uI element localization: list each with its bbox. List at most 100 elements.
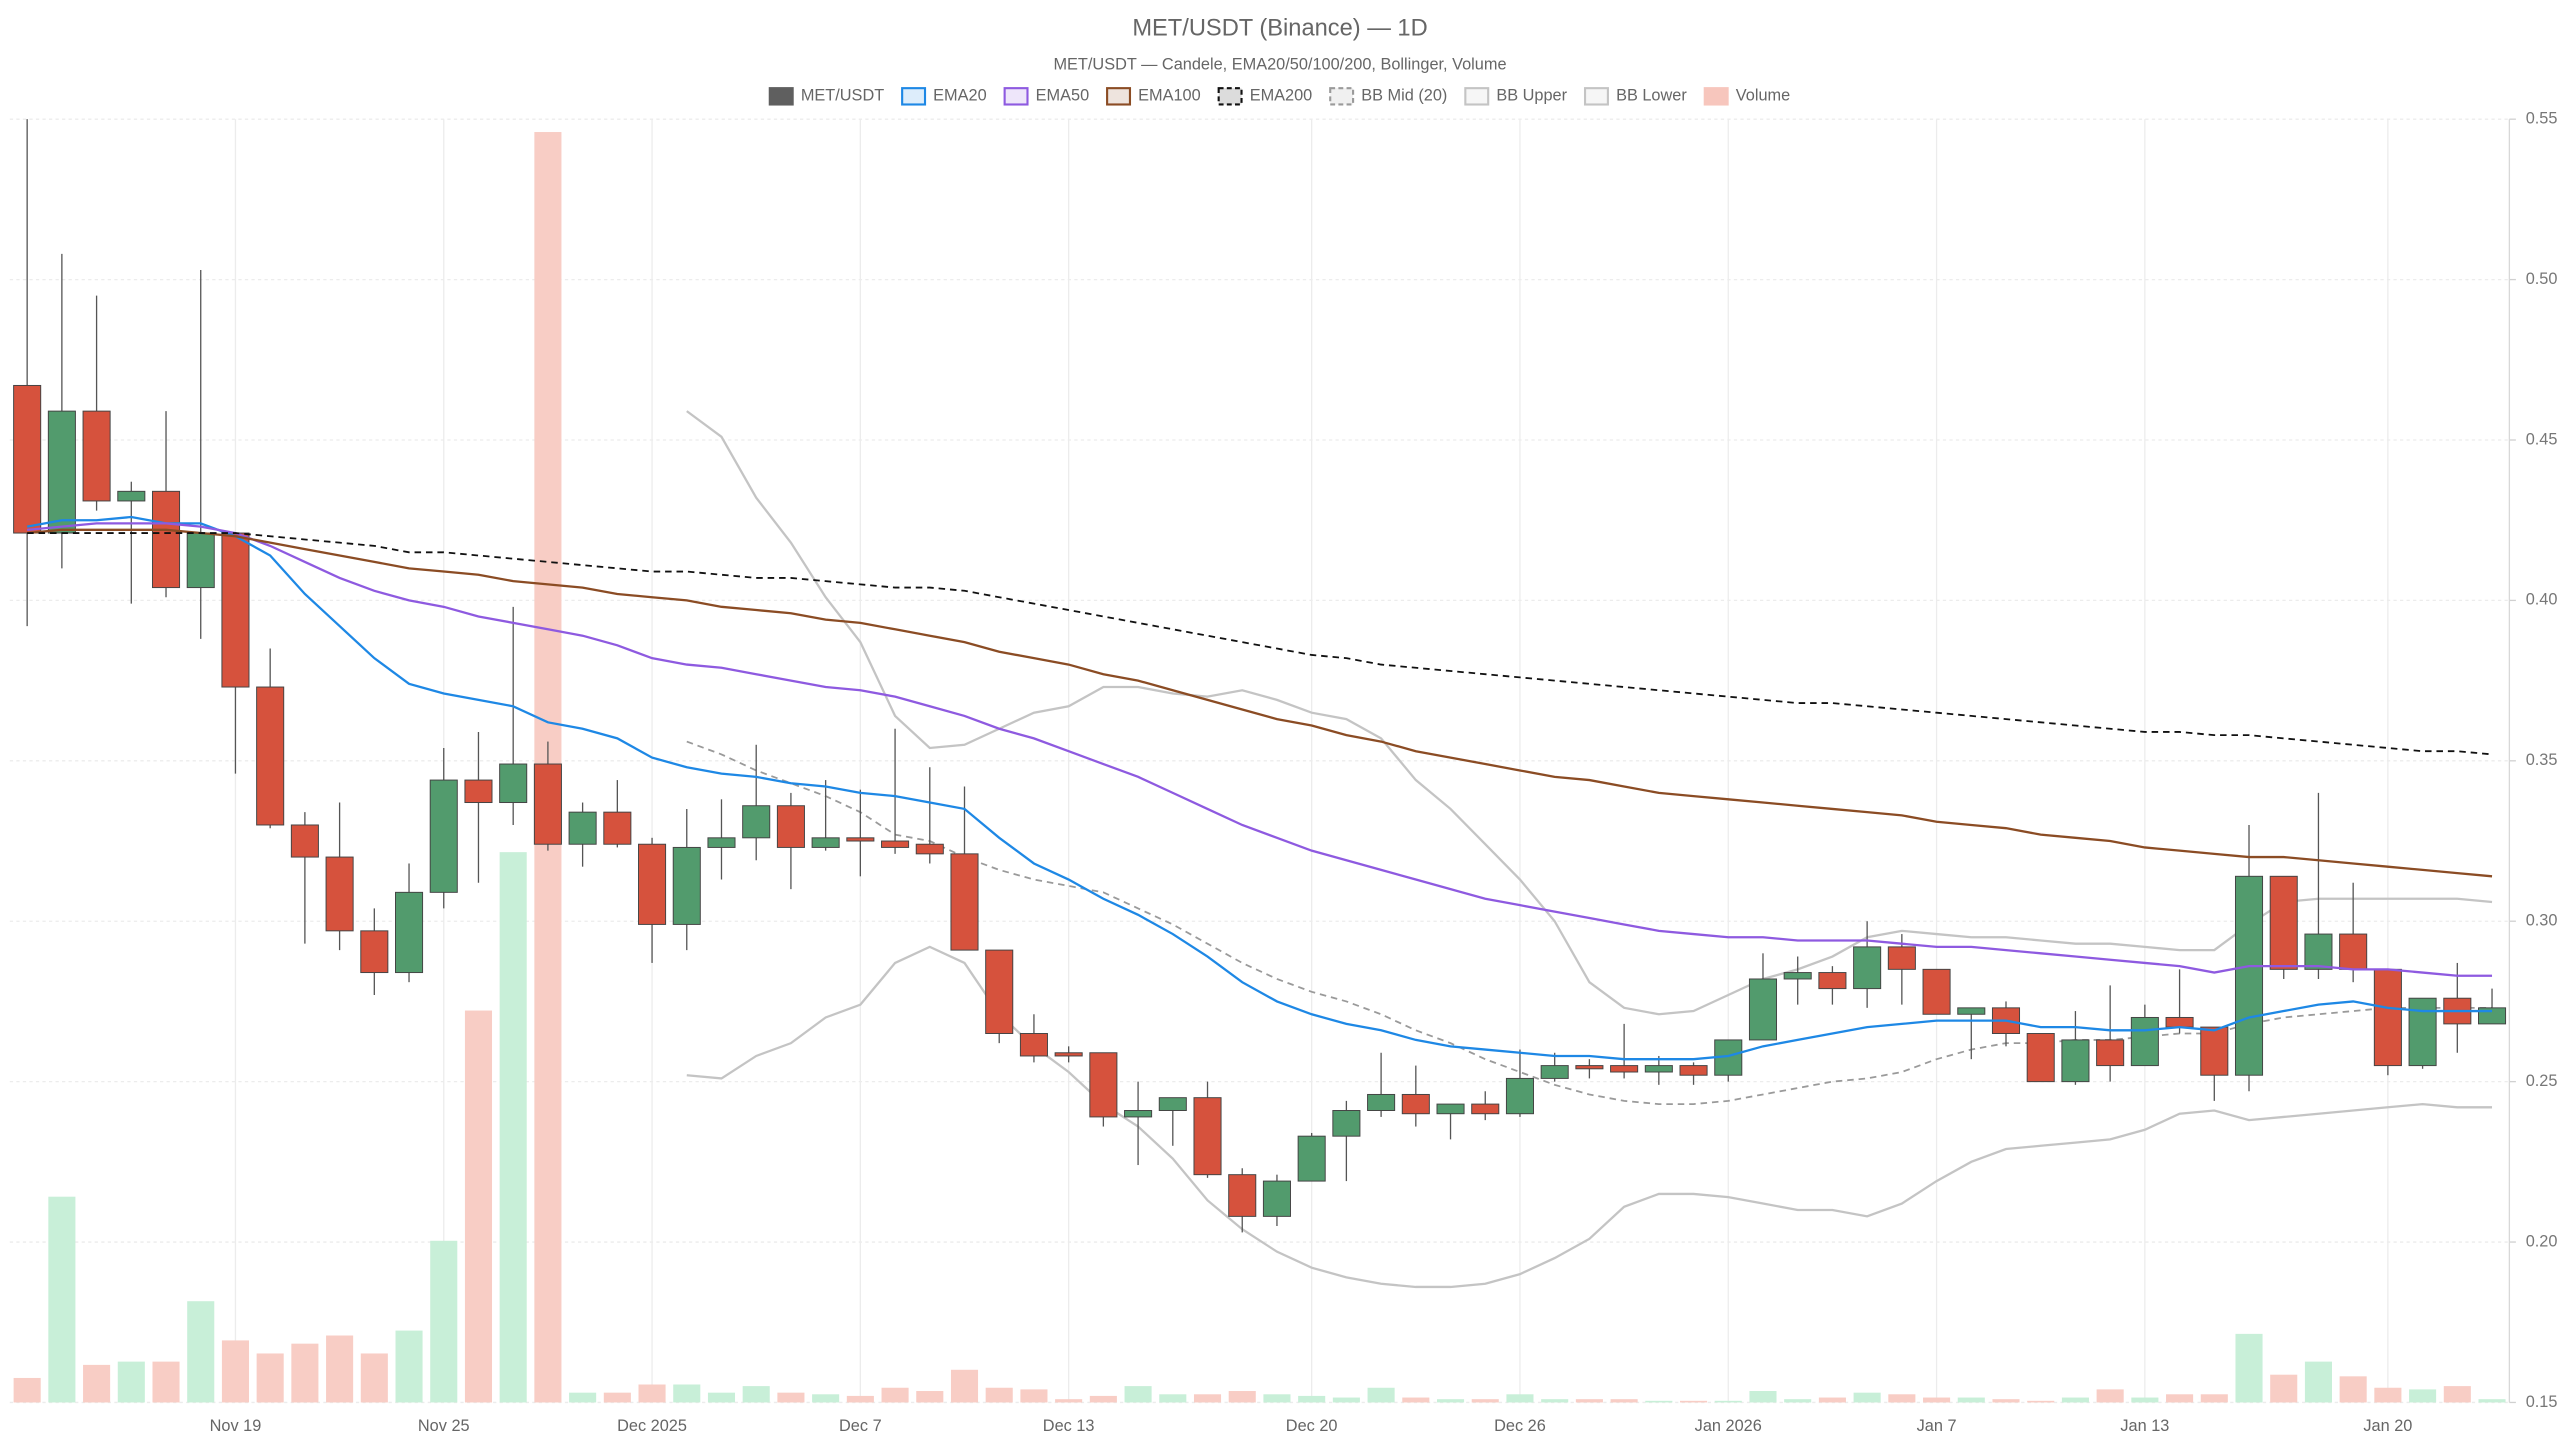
candle-body: [464, 779, 493, 804]
candle-body: [1610, 1065, 1639, 1073]
legend-label: Volume: [1736, 87, 1790, 105]
y-tick-label: 0.40: [2526, 591, 2558, 609]
volume-bar: [2235, 1333, 2263, 1403]
volume-bar: [1784, 1399, 1812, 1403]
line-ema20: [26, 515, 2493, 1061]
x-tick-label: Dec 13: [1043, 1417, 1095, 1435]
candle-body: [568, 811, 597, 845]
volume-bar: [1263, 1394, 1291, 1403]
candle-body: [1401, 1093, 1430, 1115]
legend-swatch: [1464, 87, 1490, 106]
candle-body: [915, 843, 944, 855]
legend-item[interactable]: BB Lower: [1583, 87, 1687, 106]
volume-bar: [13, 1377, 41, 1403]
volume-bar: [1332, 1397, 1360, 1403]
axes: 0.15 0.20 0.25 0.30 0.35 0.40 0.45 0.50 0.55 Nov …: [210, 109, 2558, 1435]
volume-bar: [1541, 1399, 1569, 1403]
candle-body: [1297, 1135, 1326, 1182]
volume-bar: [707, 1392, 736, 1403]
x-tick-label: Dec 7: [839, 1417, 882, 1435]
candle-body: [1262, 1180, 1291, 1217]
volume-bar: [985, 1387, 1013, 1403]
volume-bar: [83, 1364, 111, 1403]
candle-body: [1332, 1110, 1361, 1137]
legend-item[interactable]: EMA50: [1003, 87, 1090, 106]
legend-item[interactable]: MET/USDT: [768, 87, 884, 106]
legend-swatch: [1329, 87, 1355, 106]
legend-label: EMA20: [933, 87, 987, 105]
candle-body: [2130, 1016, 2159, 1067]
x-tick-label: Jan 2026: [1695, 1417, 1762, 1435]
candle-body: [811, 837, 840, 848]
y-tick-label: 0.30: [2526, 912, 2558, 930]
candle-body: [603, 811, 632, 845]
y-tick-label: 0.55: [2526, 109, 2558, 127]
volume-bar: [1853, 1392, 1881, 1403]
legend-item[interactable]: EMA20: [901, 87, 987, 106]
volume-bar: [326, 1335, 354, 1403]
candle-body: [47, 410, 76, 534]
volume-bar: [1749, 1391, 1777, 1403]
volume-bar: [638, 1384, 666, 1403]
candle-body: [1575, 1065, 1604, 1070]
volume-layer: [13, 132, 2506, 1403]
legend-label: EMA50: [1036, 87, 1090, 105]
volume-bar: [1888, 1394, 1916, 1403]
candle-body: [1957, 1007, 1986, 1015]
x-tick-label: Nov 19: [210, 1417, 262, 1435]
y-tick-label: 0.25: [2526, 1072, 2558, 1090]
legend-swatch: [901, 87, 927, 106]
volume-bar: [569, 1392, 597, 1403]
line-ema200: [27, 532, 2493, 756]
legend-item[interactable]: Volume: [1703, 87, 1790, 106]
legend-item[interactable]: EMA200: [1217, 87, 1313, 106]
candle-body: [2269, 875, 2298, 970]
volume-bar: [2166, 1394, 2194, 1403]
candle-body: [151, 490, 181, 589]
legend-swatch: [1217, 87, 1243, 106]
candle-body: [13, 384, 42, 534]
y-tick-label: 0.45: [2526, 430, 2558, 448]
candle-body: [2234, 875, 2264, 1076]
volume-bar: [152, 1361, 180, 1403]
volume-bar: [360, 1353, 388, 1403]
candle-body: [1853, 946, 1882, 990]
volume-bar: [916, 1391, 944, 1403]
legend-label: EMA100: [1138, 87, 1201, 105]
legend-label: MET/USDT: [801, 87, 884, 105]
candle-body: [1644, 1065, 1673, 1073]
volume-bar: [777, 1392, 805, 1403]
candle-body: [117, 490, 146, 502]
candle-body: [1887, 946, 1916, 970]
candle-body: [776, 805, 805, 848]
candle-body: [985, 949, 1014, 1034]
volume-bar: [1055, 1399, 1083, 1403]
candle-body: [325, 856, 354, 932]
line-bb-mid-20: [686, 740, 2493, 1105]
y-tick-label: 0.35: [2526, 751, 2558, 769]
x-tick-label: Nov 25: [418, 1417, 470, 1435]
candle-body: [2373, 968, 2402, 1067]
volume-bar: [2200, 1394, 2228, 1403]
volume-bar: [1124, 1386, 1152, 1403]
line-bb-upper: [686, 410, 2493, 1016]
candle-body: [360, 930, 389, 974]
legend-swatch: [1703, 87, 1729, 106]
candle-body: [221, 532, 250, 688]
candle-body: [1228, 1174, 1257, 1217]
candle-body: [2061, 1039, 2090, 1083]
volume-bar: [2374, 1387, 2402, 1403]
legend-item[interactable]: BB Upper: [1464, 87, 1568, 106]
volume-bar: [2270, 1374, 2298, 1403]
volume-bar: [430, 1240, 458, 1403]
x-tick-label: Jan 7: [1917, 1417, 1957, 1435]
volume-bar: [2339, 1376, 2367, 1403]
candle-body: [672, 846, 701, 925]
volume-bar: [742, 1386, 770, 1403]
legend-item[interactable]: EMA100: [1106, 87, 1201, 106]
volume-bar: [221, 1340, 249, 1403]
volume-bar: [464, 1010, 493, 1403]
chart-title: MET/USDT (Binance) — 1D: [1132, 16, 1427, 42]
legend-item[interactable]: BB Mid (20): [1329, 87, 1447, 106]
volume-bar: [291, 1343, 319, 1403]
